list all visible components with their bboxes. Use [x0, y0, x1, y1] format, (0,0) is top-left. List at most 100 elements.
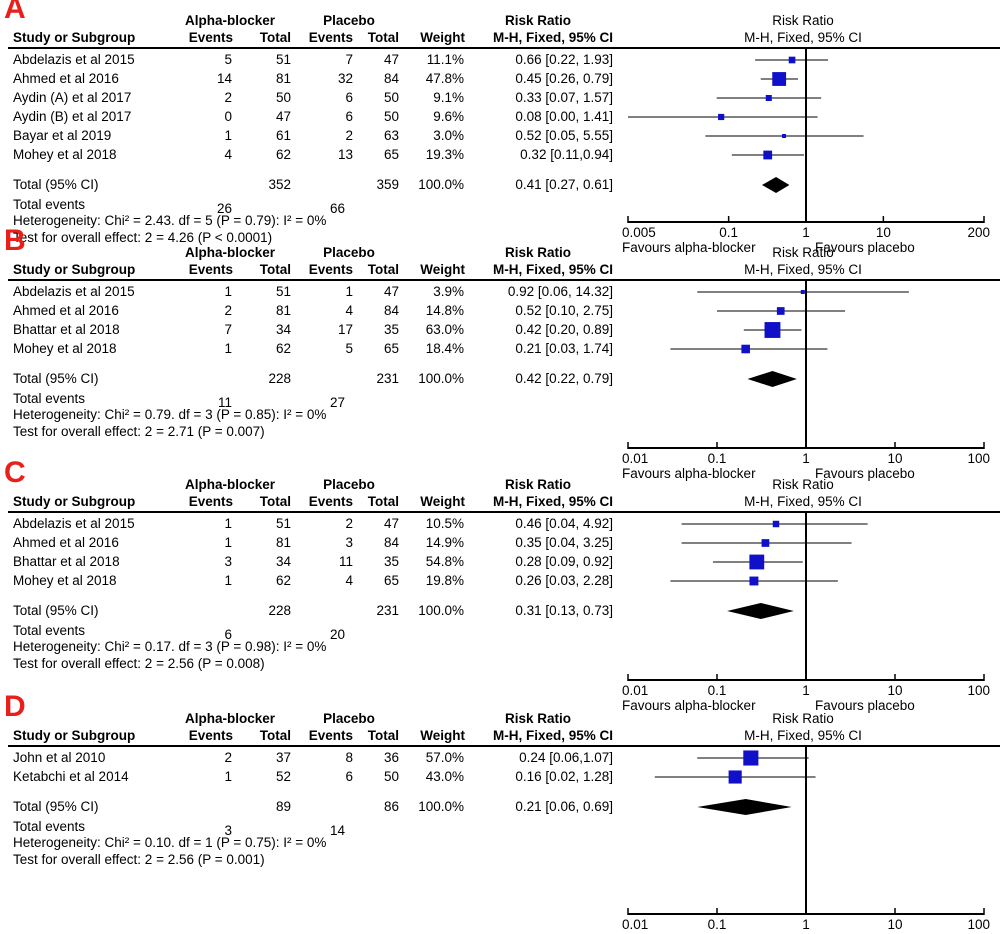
events1-header: Events	[188, 30, 233, 45]
study-name: Abdelazis et al 2015	[13, 52, 135, 67]
total2-cell: 84	[383, 71, 399, 86]
total2-cell: 84	[383, 303, 399, 318]
events1-cell: 1	[224, 284, 232, 299]
total1-header: Total	[259, 494, 291, 509]
header-rule	[8, 511, 1000, 513]
events1-sum: 26	[216, 201, 232, 216]
events-label: Total events	[13, 819, 86, 834]
ci-cell: 0.42 [0.20, 0.89]	[515, 322, 613, 337]
total-ci: 0.42 [0.22, 0.79]	[515, 371, 613, 386]
study-name: Ahmed et al 2016	[13, 71, 119, 86]
total2-sum: 231	[376, 371, 399, 386]
effect-header: Risk Ratio	[504, 245, 572, 260]
ci-cell: 0.32 [0.11,0.94]	[520, 147, 613, 162]
point-estimate-square	[782, 134, 787, 138]
study-name: Aydin (A) et al 2017	[13, 90, 132, 105]
weight-cell: 14.8%	[425, 303, 464, 318]
total2-header: Total	[367, 262, 399, 277]
x-tick-label: 0.01	[622, 683, 648, 698]
point-estimate-square	[728, 770, 742, 784]
plot-method: M-H, Fixed, 95% CI	[744, 262, 862, 277]
total-weight: 100.0%	[418, 799, 464, 814]
total-ci: 0.21 [0.06, 0.69]	[515, 799, 613, 814]
total-ci: 0.31 [0.13, 0.73]	[515, 603, 613, 618]
total1-cell: 61	[275, 128, 291, 143]
events1-cell: 1	[224, 128, 232, 143]
total1-cell: 62	[275, 341, 291, 356]
weight-cell: 11.1%	[426, 52, 464, 67]
point-estimate-square	[743, 750, 759, 766]
overall-effect-text: Test for overall effect: 2 = 2.56 (P = 0…	[13, 656, 265, 671]
ci-cell: 0.26 [0.03, 2.28]	[515, 573, 613, 588]
total2-cell: 35	[383, 554, 399, 569]
weight-cell: 3.9%	[433, 284, 464, 299]
point-estimate-square	[749, 554, 765, 570]
method-header: M-H, Fixed, 95% CI	[492, 30, 613, 45]
total2-sum: 359	[376, 177, 399, 192]
x-tick-label: 1	[802, 451, 810, 466]
group1-header: Alpha-blocker	[184, 245, 276, 260]
events1-header: Events	[188, 494, 233, 509]
favours-left-label: Favours alpha-blocker	[622, 240, 756, 255]
total2-cell: 65	[383, 341, 399, 356]
study-name: John et al 2010	[13, 750, 106, 765]
weight-cell: 10.5%	[425, 516, 464, 531]
total1-sum: 352	[268, 177, 291, 192]
forest-plot: 0.01 0.1 1 10 100 Favours alpha-blocker Favour…	[622, 279, 990, 481]
events1-cell: 7	[224, 322, 232, 337]
study-name: Abdelazis et al 2015	[13, 516, 135, 531]
total1-cell: 37	[275, 750, 291, 765]
events2-sum: 27	[329, 395, 345, 410]
x-tick-label: 10	[876, 225, 891, 240]
effect-header: Risk Ratio	[504, 477, 572, 492]
events-label: Total events	[13, 197, 86, 212]
weight-header: Weight	[420, 494, 465, 509]
group1-header: Alpha-blocker	[184, 711, 276, 726]
study-name: Mohey et al 2018	[13, 573, 117, 588]
panel-letter: B	[4, 224, 26, 257]
weight-cell: 19.8%	[425, 573, 464, 588]
weight-cell: 19.3%	[425, 147, 464, 162]
x-tick-label: 1	[802, 683, 810, 698]
favours-right-label: Favours placebo	[815, 240, 915, 255]
total-label: Total (95% CI)	[13, 177, 99, 192]
events2-header: Events	[308, 494, 353, 509]
method-header: M-H, Fixed, 95% CI	[492, 262, 613, 277]
point-estimate-square	[761, 539, 770, 547]
events1-cell: 4	[224, 147, 232, 162]
events-label: Total events	[13, 391, 86, 406]
total1-header: Total	[259, 262, 291, 277]
study-header: Study or Subgroup	[13, 262, 136, 277]
point-estimate-square	[741, 344, 750, 354]
total1-cell: 34	[275, 554, 291, 569]
total1-cell: 47	[275, 109, 291, 124]
total1-cell: 81	[275, 303, 291, 318]
total-label: Total (95% CI)	[13, 799, 99, 814]
ci-cell: 0.24 [0.06,1.07]	[519, 750, 613, 765]
group2-header: Placebo	[323, 245, 375, 260]
events1-cell: 1	[224, 516, 232, 531]
events2-header: Events	[308, 728, 353, 743]
study-name: Ahmed et al 2016	[13, 535, 119, 550]
plot-method: M-H, Fixed, 95% CI	[744, 728, 862, 743]
plot-title: Risk Ratio	[772, 13, 834, 28]
events2-cell: 11	[338, 554, 353, 569]
point-estimate-square	[764, 322, 781, 338]
ci-cell: 0.28 [0.09, 0.92]	[515, 554, 613, 569]
total2-cell: 50	[383, 109, 399, 124]
study-name: Ahmed et al 2016	[13, 303, 119, 318]
x-tick-label: 10	[887, 683, 902, 698]
panel-letter: A	[4, 0, 26, 25]
header-rule	[8, 47, 1000, 49]
plot-title: Risk Ratio	[772, 245, 834, 260]
total2-cell: 84	[383, 535, 399, 550]
total-weight: 100.0%	[418, 177, 464, 192]
x-tick-label: 1	[802, 225, 810, 240]
effect-header: Risk Ratio	[504, 13, 572, 28]
weight-cell: 63.0%	[425, 322, 464, 337]
panel-b: B Alpha-blocker Placebo Risk Ratio Risk Rati…	[0, 224, 1000, 481]
study-header: Study or Subgroup	[13, 30, 136, 45]
total1-sum: 89	[275, 799, 291, 814]
x-tick-label: 0.01	[622, 917, 648, 932]
total2-cell: 47	[383, 516, 399, 531]
